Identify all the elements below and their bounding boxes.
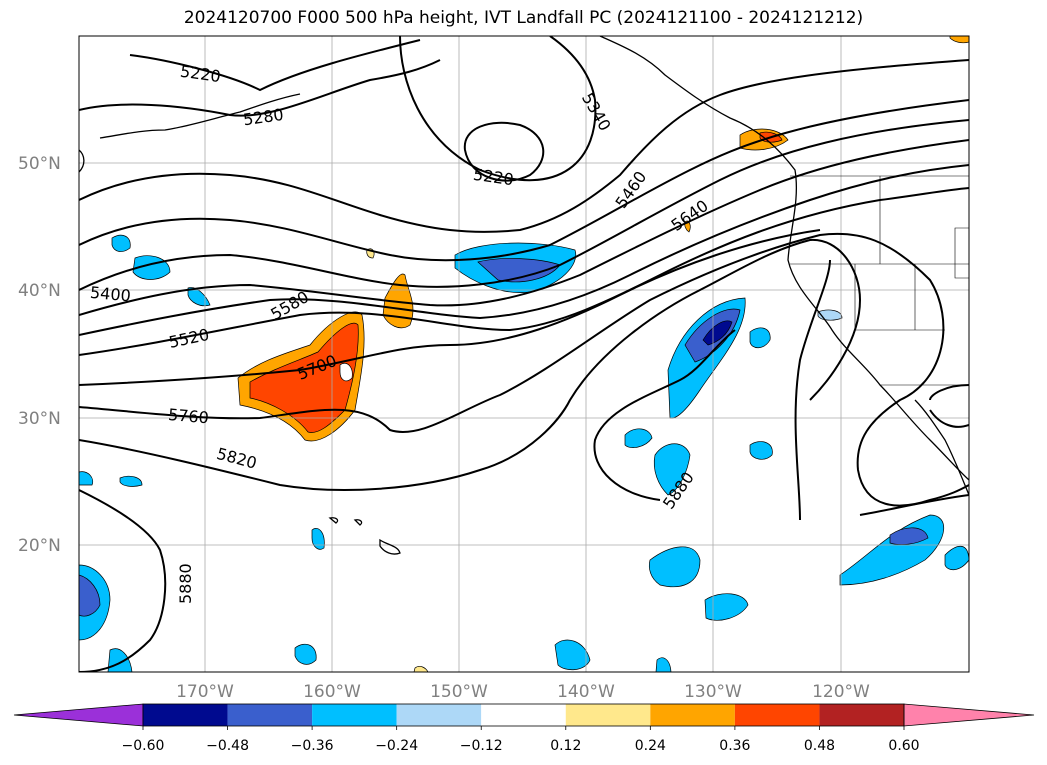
colorbar-tick-label: 0.12 — [550, 738, 581, 754]
map-area — [79, 36, 969, 672]
political-borders — [790, 175, 969, 386]
lat-label: 40°N — [18, 281, 61, 301]
colorbar: −0.60 −0.48 −0.36 −0.24 −0.12 0.12 0.24 0.36 0.4… — [13, 703, 1035, 754]
colorbar-tick-label: 0.24 — [635, 738, 666, 754]
colorbar-segment — [565, 704, 651, 726]
contour-label: 5760 — [167, 405, 209, 427]
colorbar-tick-label: −0.60 — [122, 738, 165, 754]
map-title: 2024120700 F000 500 hPa height, IVT Land… — [183, 8, 864, 28]
colorbar-segment — [481, 704, 566, 726]
colorbar-tick-label: −0.24 — [375, 738, 418, 754]
longitude-labels: 170°W 160°W 150°W 140°W 130°W 120°W — [176, 682, 870, 702]
colorbar-tick-label: 0.36 — [719, 738, 750, 754]
lat-label: 50°N — [18, 154, 61, 174]
lon-label: 120°W — [812, 682, 870, 702]
colorbar-frame — [142, 703, 905, 727]
ivt-shading — [79, 36, 969, 672]
lon-label: 140°W — [557, 682, 615, 702]
lon-label: 170°W — [176, 682, 234, 702]
colorbar-extend-high — [903, 703, 1035, 727]
colorbar-tick-label: −0.12 — [460, 738, 503, 754]
colorbar-tick-label: 0.48 — [804, 738, 835, 754]
colorbar-segment — [650, 704, 735, 726]
latitude-labels: 50°N 40°N 30°N 20°N — [18, 154, 61, 556]
map-gridlines — [79, 36, 969, 672]
lat-label: 30°N — [18, 409, 61, 429]
map-frame — [78, 35, 970, 673]
colorbar-tick-label: −0.36 — [291, 738, 334, 754]
lat-label: 20°N — [18, 536, 61, 556]
lon-label: 130°W — [684, 682, 742, 702]
coastlines — [79, 36, 969, 555]
height-contours — [79, 36, 969, 672]
colorbar-segment — [143, 704, 228, 726]
colorbar-segment — [396, 704, 482, 726]
colorbar-segment — [819, 704, 904, 726]
colorbar-tick-label: 0.60 — [888, 738, 919, 754]
colorbar-segment — [312, 704, 397, 726]
contour-label: 5400 — [89, 283, 131, 305]
lon-label: 150°W — [430, 682, 488, 702]
colorbar-segment — [734, 704, 820, 726]
colorbar-tick-label: −0.48 — [206, 738, 249, 754]
colorbar-segment — [227, 704, 313, 726]
lon-label: 160°W — [303, 682, 361, 702]
contour-label: 5880 — [176, 563, 195, 604]
colorbar-extend-low — [13, 703, 144, 727]
